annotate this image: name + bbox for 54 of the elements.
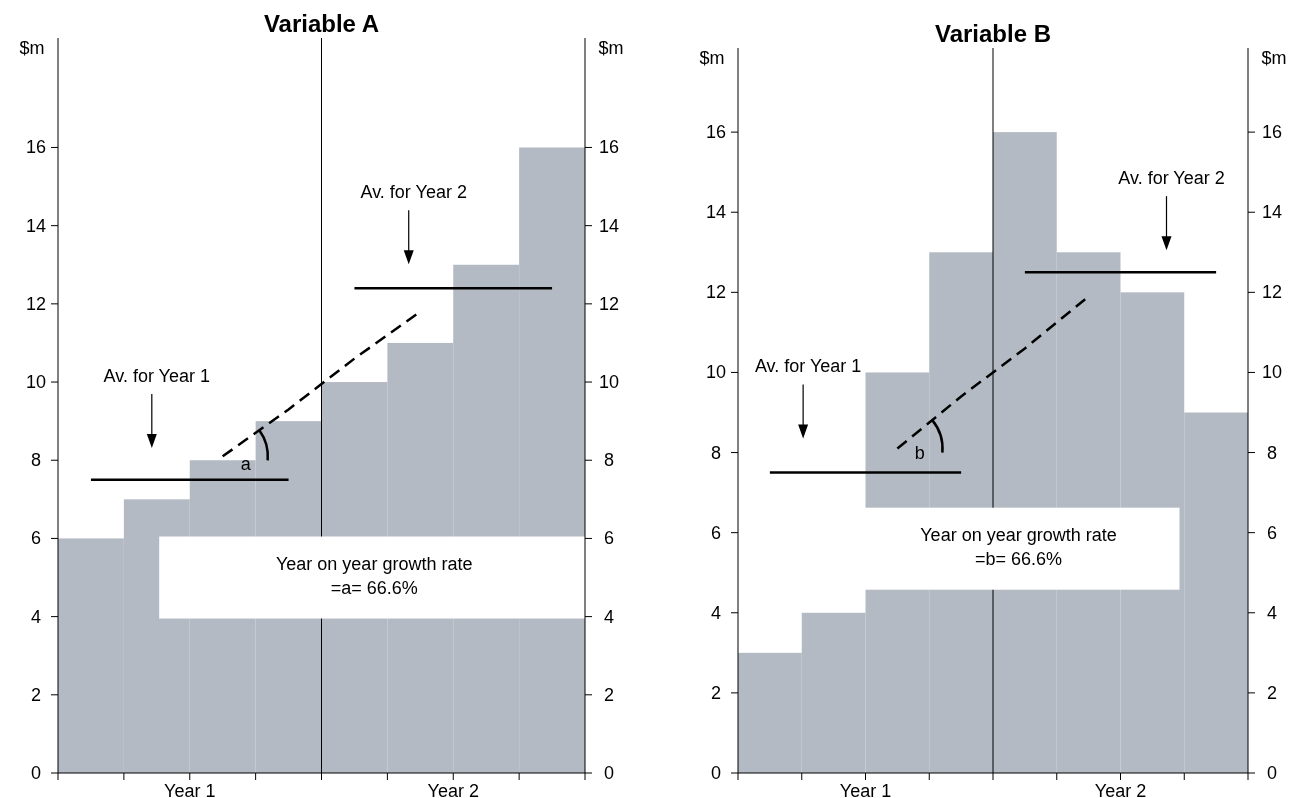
y2-tick-label: 6 <box>1266 522 1278 543</box>
y2-tick-label: 6 <box>603 528 615 549</box>
y2-tick-label: 10 <box>598 372 620 393</box>
y2-tick-label: 8 <box>1266 442 1278 463</box>
y2-tick-label: 12 <box>598 293 620 314</box>
y2-tick-label: 0 <box>603 763 615 783</box>
y-tick-label: 8 <box>710 442 722 463</box>
y2-axis-title: $m <box>1261 48 1287 68</box>
y2-tick-label: 0 <box>1266 763 1278 783</box>
y-tick-label: 10 <box>705 362 727 383</box>
y-tick-label: 6 <box>30 528 42 549</box>
text: Year 2 <box>1094 781 1147 798</box>
y2-tick-label: 2 <box>1266 682 1278 703</box>
y2-tick-label: 10 <box>1261 362 1283 383</box>
y2-tick-label: 16 <box>1261 122 1283 143</box>
y-tick-label: 16 <box>705 122 727 143</box>
annotation: a <box>240 454 252 475</box>
y-tick-label: 12 <box>25 293 47 314</box>
y2-tick-label: 8 <box>603 450 615 471</box>
y-tick-label: 4 <box>710 602 722 623</box>
y2-tick-label: 4 <box>1266 602 1278 623</box>
y-tick-label: 14 <box>705 202 727 223</box>
y-tick-label: 12 <box>705 282 727 303</box>
y-tick-label: 16 <box>25 137 47 158</box>
annotation: Year on year growth rate =a= 66.6% <box>275 553 473 598</box>
y2-tick-label: 4 <box>603 606 615 627</box>
y2-tick-label: 14 <box>598 215 620 236</box>
y2-tick-label: 16 <box>598 137 620 158</box>
text: Year 1 <box>839 781 892 798</box>
chart-title: Variable B <box>934 20 1052 47</box>
y-tick-label: 2 <box>710 682 722 703</box>
annotation: Av. for Year 2 <box>1118 168 1225 189</box>
annotation: Av. for Year 1 <box>103 366 211 387</box>
y-tick-label: 6 <box>710 522 722 543</box>
y-tick-label: 8 <box>30 450 42 471</box>
annotation: b <box>914 442 925 463</box>
y-tick-label: 0 <box>30 763 42 783</box>
y2-tick-label: 12 <box>1261 282 1283 303</box>
y-tick-label: 0 <box>710 763 722 783</box>
y2-tick-label: 2 <box>603 684 615 705</box>
text: Year 2 <box>427 781 479 798</box>
y2-axis-title: $m <box>598 38 624 58</box>
y2-tick-label: 14 <box>1261 202 1283 223</box>
y-tick-label: 2 <box>30 684 42 705</box>
text: Year 1 <box>164 781 216 798</box>
annotation: Av. for Year 1 <box>754 356 862 377</box>
y-tick-label: 14 <box>25 215 47 236</box>
y-axis-title: $m <box>19 38 45 58</box>
y-tick-label: 4 <box>30 606 42 627</box>
chart-title: Variable A <box>263 10 380 37</box>
annotation: Year on year growth rate =b= 66.6% <box>920 524 1117 569</box>
y-axis-title: $m <box>699 48 725 68</box>
y-tick-label: 10 <box>25 372 47 393</box>
annotation: Av. for Year 2 <box>360 182 467 203</box>
